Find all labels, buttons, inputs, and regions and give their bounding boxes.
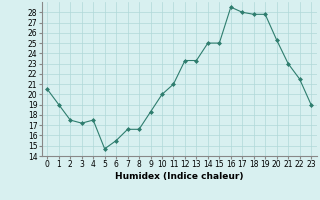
X-axis label: Humidex (Indice chaleur): Humidex (Indice chaleur): [115, 172, 244, 181]
